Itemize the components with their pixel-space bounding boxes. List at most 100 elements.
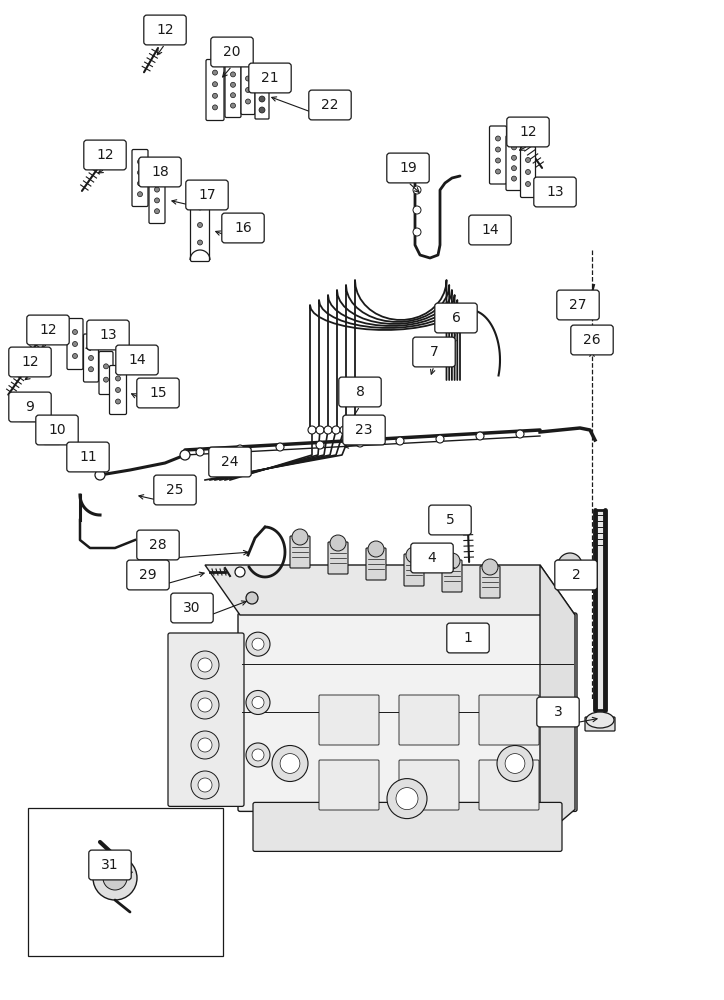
- FancyBboxPatch shape: [489, 126, 507, 184]
- Circle shape: [198, 738, 212, 752]
- Circle shape: [259, 96, 265, 102]
- Text: 24: 24: [222, 455, 239, 469]
- Text: 27: 27: [569, 298, 586, 312]
- Circle shape: [230, 82, 235, 87]
- FancyBboxPatch shape: [28, 808, 223, 956]
- Text: 11: 11: [79, 450, 97, 464]
- Circle shape: [198, 698, 212, 712]
- FancyBboxPatch shape: [35, 415, 78, 445]
- Circle shape: [558, 553, 582, 577]
- Circle shape: [396, 788, 418, 810]
- Circle shape: [23, 405, 33, 415]
- Circle shape: [340, 426, 348, 434]
- Text: 2: 2: [572, 568, 581, 582]
- Text: 5: 5: [446, 513, 455, 527]
- FancyBboxPatch shape: [137, 378, 180, 408]
- Text: 14: 14: [481, 223, 499, 237]
- Circle shape: [72, 354, 77, 359]
- Circle shape: [245, 76, 251, 81]
- Circle shape: [230, 72, 235, 77]
- Circle shape: [138, 159, 143, 164]
- Circle shape: [526, 182, 531, 186]
- Text: 4: 4: [428, 551, 437, 565]
- Circle shape: [88, 367, 93, 372]
- Circle shape: [198, 205, 203, 210]
- Circle shape: [497, 746, 533, 782]
- FancyBboxPatch shape: [83, 334, 98, 382]
- FancyBboxPatch shape: [404, 554, 424, 586]
- Circle shape: [332, 426, 340, 434]
- Circle shape: [116, 387, 120, 392]
- Circle shape: [230, 103, 235, 108]
- Circle shape: [246, 592, 258, 604]
- FancyBboxPatch shape: [555, 560, 597, 590]
- FancyBboxPatch shape: [99, 352, 113, 394]
- Circle shape: [413, 206, 421, 214]
- FancyBboxPatch shape: [20, 398, 36, 422]
- Circle shape: [526, 169, 531, 174]
- Text: 14: 14: [128, 353, 146, 367]
- Circle shape: [138, 170, 143, 175]
- FancyBboxPatch shape: [67, 442, 109, 472]
- Circle shape: [246, 632, 270, 656]
- Circle shape: [316, 441, 324, 449]
- FancyBboxPatch shape: [328, 542, 348, 574]
- Circle shape: [154, 176, 159, 181]
- Circle shape: [495, 136, 500, 141]
- FancyBboxPatch shape: [521, 146, 536, 198]
- Circle shape: [476, 432, 484, 440]
- Circle shape: [252, 696, 264, 708]
- Circle shape: [356, 439, 364, 447]
- Circle shape: [198, 778, 212, 792]
- Circle shape: [505, 754, 525, 773]
- Text: 9: 9: [25, 400, 35, 414]
- Circle shape: [213, 93, 217, 98]
- FancyBboxPatch shape: [507, 117, 550, 147]
- Text: 28: 28: [149, 538, 167, 552]
- Circle shape: [213, 82, 217, 87]
- Circle shape: [88, 344, 93, 349]
- FancyBboxPatch shape: [442, 560, 462, 592]
- Circle shape: [348, 426, 356, 434]
- FancyBboxPatch shape: [225, 62, 241, 117]
- Text: 12: 12: [21, 355, 39, 369]
- Circle shape: [138, 181, 143, 186]
- FancyBboxPatch shape: [222, 213, 264, 243]
- Text: 12: 12: [156, 23, 174, 37]
- Text: 16: 16: [234, 221, 252, 235]
- FancyBboxPatch shape: [447, 623, 489, 653]
- Circle shape: [482, 559, 498, 575]
- FancyBboxPatch shape: [87, 320, 129, 350]
- FancyBboxPatch shape: [506, 135, 522, 190]
- Ellipse shape: [586, 712, 614, 728]
- FancyBboxPatch shape: [479, 760, 539, 810]
- Circle shape: [495, 147, 500, 152]
- Circle shape: [138, 192, 143, 197]
- Text: 17: 17: [198, 188, 216, 202]
- FancyBboxPatch shape: [571, 325, 613, 355]
- FancyBboxPatch shape: [319, 695, 379, 745]
- FancyBboxPatch shape: [109, 365, 127, 414]
- Circle shape: [213, 70, 217, 75]
- Circle shape: [47, 428, 57, 438]
- Circle shape: [246, 690, 270, 714]
- FancyBboxPatch shape: [387, 153, 429, 183]
- Circle shape: [276, 443, 284, 451]
- Circle shape: [330, 535, 346, 551]
- Circle shape: [191, 731, 219, 759]
- Text: 7: 7: [429, 345, 438, 359]
- Circle shape: [413, 186, 421, 194]
- Circle shape: [324, 426, 332, 434]
- Text: 29: 29: [139, 568, 157, 582]
- Circle shape: [495, 169, 500, 174]
- Circle shape: [292, 529, 308, 545]
- FancyBboxPatch shape: [72, 444, 88, 466]
- Circle shape: [103, 866, 127, 890]
- FancyBboxPatch shape: [171, 593, 213, 623]
- Circle shape: [245, 88, 251, 93]
- FancyBboxPatch shape: [43, 422, 61, 444]
- FancyBboxPatch shape: [144, 15, 186, 45]
- FancyBboxPatch shape: [116, 345, 159, 375]
- Text: 12: 12: [39, 323, 56, 337]
- Text: 15: 15: [149, 386, 167, 400]
